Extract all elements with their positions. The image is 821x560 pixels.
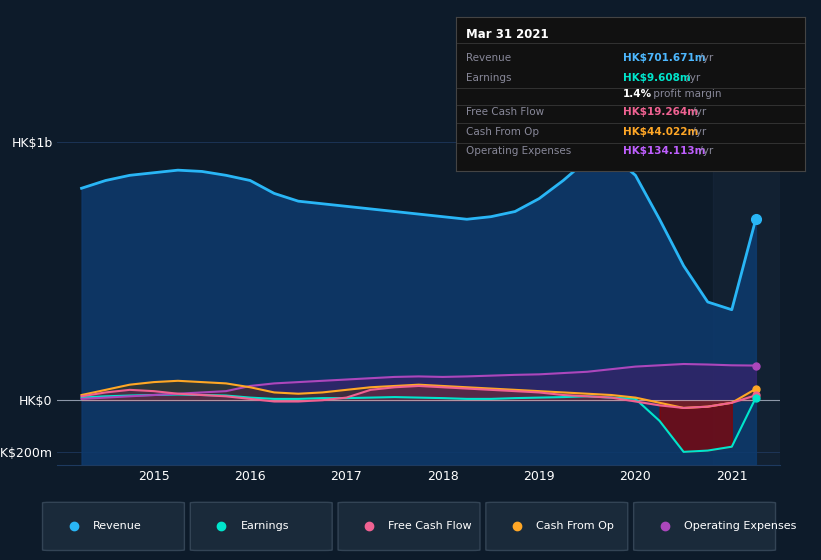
Text: HK$701.671m: HK$701.671m [623,53,706,63]
Text: HK$134.113m: HK$134.113m [623,146,705,156]
Text: Revenue: Revenue [93,521,141,531]
Text: HK$19.264m: HK$19.264m [623,108,699,117]
Text: /yr: /yr [696,53,713,63]
Text: Free Cash Flow: Free Cash Flow [466,108,544,117]
Text: Cash From Op: Cash From Op [536,521,614,531]
Text: Revenue: Revenue [466,53,511,63]
Text: /yr: /yr [690,127,707,137]
Text: /yr: /yr [696,146,713,156]
Text: Mar 31 2021: Mar 31 2021 [466,27,548,40]
Text: 1.4%: 1.4% [623,89,652,99]
Text: Earnings: Earnings [466,73,511,83]
Text: Operating Expenses: Operating Expenses [684,521,796,531]
Text: Earnings: Earnings [241,521,289,531]
FancyBboxPatch shape [190,502,333,550]
FancyBboxPatch shape [43,502,185,550]
FancyBboxPatch shape [338,502,480,550]
Text: HK$44.022m: HK$44.022m [623,127,699,137]
Text: HK$9.608m: HK$9.608m [623,73,691,83]
Text: Operating Expenses: Operating Expenses [466,146,571,156]
Text: profit margin: profit margin [649,89,721,99]
Text: Cash From Op: Cash From Op [466,127,539,137]
FancyBboxPatch shape [634,502,776,550]
Text: Free Cash Flow: Free Cash Flow [388,521,472,531]
Text: /yr: /yr [683,73,700,83]
Text: /yr: /yr [690,108,707,117]
FancyBboxPatch shape [486,502,628,550]
Bar [713,129,780,465]
